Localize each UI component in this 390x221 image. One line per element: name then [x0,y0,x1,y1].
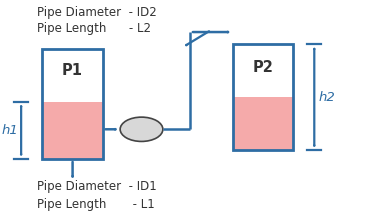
Bar [233,97,293,150]
Circle shape [120,117,163,141]
Bar [233,44,293,150]
Text: Pipe Diameter  - ID2: Pipe Diameter - ID2 [37,6,156,19]
Text: P1: P1 [62,63,83,78]
Bar [233,44,293,150]
Text: P2: P2 [252,60,273,75]
Bar [43,102,103,159]
Bar [43,49,103,159]
Text: Pipe Diameter  - ID1: Pipe Diameter - ID1 [37,180,156,193]
Bar [43,49,103,159]
Text: h2: h2 [318,91,335,104]
Text: Pipe Length       - L1: Pipe Length - L1 [37,198,154,211]
Text: Pipe Length      - L2: Pipe Length - L2 [37,22,151,35]
Text: h1: h1 [2,124,19,137]
